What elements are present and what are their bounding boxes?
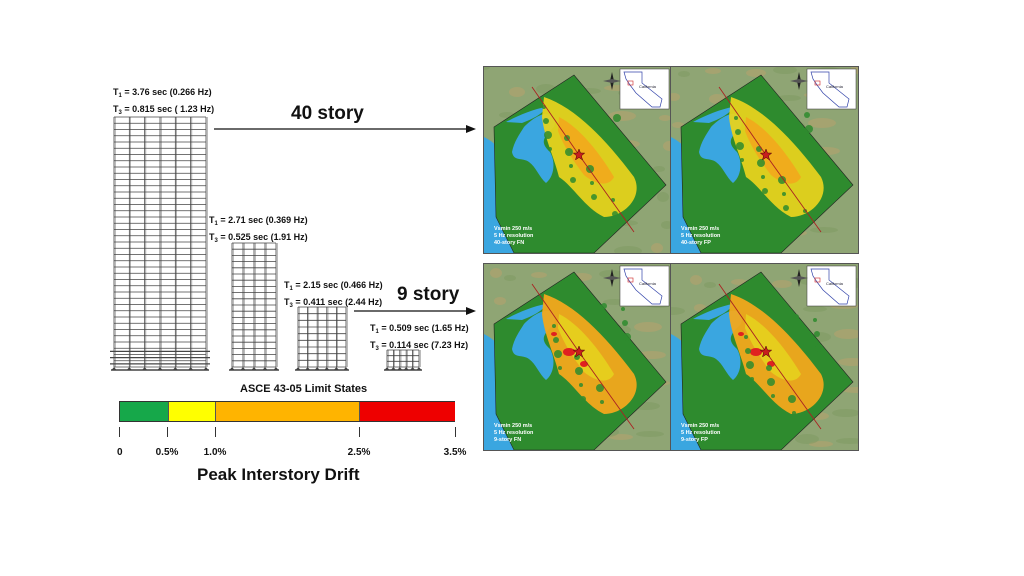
map-caption: Vsmin 250 m/s 5 Hz resolution 40-story FP bbox=[681, 226, 720, 247]
map-caption-line2: 5 Hz resolution bbox=[494, 233, 534, 239]
colorbar-segment-3 bbox=[358, 402, 455, 421]
building-20-story-periods: T1 = 2.71 sec (0.369 Hz) T3 = 0.525 sec … bbox=[209, 215, 308, 244]
map-caption: Vsmin 250 m/s 5 Hz resolution 9-story FP bbox=[681, 423, 720, 444]
map-9-story-fp: Vsmin 250 m/s 5 Hz resolution 9-story FP Ca… bbox=[670, 263, 859, 451]
tick-label: 0 bbox=[117, 447, 123, 458]
limit-state-colorbar bbox=[119, 401, 455, 422]
map-caption-line1: Vsmin 250 m/s bbox=[494, 423, 533, 429]
inset-map-label: California bbox=[639, 84, 656, 89]
tick-label: 1.0% bbox=[203, 447, 227, 458]
colorbar-segment-1 bbox=[167, 402, 217, 421]
tick-label: 3.5% bbox=[443, 447, 467, 458]
map-caption: Vsmin 250 m/s 5 Hz resolution 9-story FN bbox=[494, 423, 533, 444]
tick-mark bbox=[359, 427, 360, 437]
tick-mark bbox=[167, 427, 168, 437]
map-caption-line2: 5 Hz resolution bbox=[494, 430, 534, 436]
colorbar-tick-labels: 0 0.5% 1.0% 2.5% 3.5% bbox=[117, 447, 466, 461]
map-caption-line1: Vsmin 250 m/s bbox=[681, 226, 720, 232]
building-3-story-frame bbox=[384, 349, 422, 371]
tick-mark bbox=[119, 427, 120, 437]
map-caption-line1: Vsmin 250 m/s bbox=[681, 423, 720, 429]
tick-label: 2.5% bbox=[347, 447, 371, 458]
inset-map-label: California bbox=[639, 281, 656, 286]
colorbar-segment-2 bbox=[215, 402, 360, 421]
legend-title: ASCE 43-05 Limit States bbox=[240, 383, 368, 395]
inset-map-label: California bbox=[826, 281, 843, 286]
axis-title: Peak Interstory Drift bbox=[197, 465, 360, 484]
building-3-story-periods: T1 = 0.509 sec (1.65 Hz) T3 = 0.114 sec … bbox=[370, 323, 469, 352]
map-caption-line3: 9-story FN bbox=[494, 437, 522, 443]
tick-mark bbox=[455, 427, 456, 437]
arrow-40-story bbox=[214, 125, 476, 133]
building-40-story-periods: T1 = 3.76 sec (0.266 Hz) T3 = 0.815 sec … bbox=[113, 87, 215, 116]
map-caption: Vsmin 250 m/s 5 Hz resolution 40-story FN bbox=[494, 226, 533, 247]
building-20-story-frame bbox=[229, 242, 279, 371]
map-caption-line3: 40-story FP bbox=[681, 240, 711, 246]
label-9-story: 9 story bbox=[397, 284, 460, 305]
map-caption-line3: 9-story FP bbox=[681, 437, 708, 443]
building-9-story-periods: T1 = 2.15 sec (0.466 Hz) T3 = 0.411 sec … bbox=[284, 280, 383, 309]
building-9-story-frame bbox=[295, 306, 349, 371]
inset-map-label: California bbox=[826, 84, 843, 89]
map-40-story-fp: Vsmin 250 m/s 5 Hz resolution 40-story FP C… bbox=[670, 66, 859, 254]
arrow-9-story bbox=[354, 307, 476, 315]
tick-label: 0.5% bbox=[155, 447, 179, 458]
map-caption-line1: Vsmin 250 m/s bbox=[494, 226, 533, 232]
map-caption-line2: 5 Hz resolution bbox=[681, 233, 721, 239]
building-40-story-frame bbox=[110, 116, 210, 371]
map-40-story-fn: Vsmin 250 m/s 5 Hz resolution 40-story FN C… bbox=[483, 66, 672, 254]
colorbar-ticks bbox=[119, 427, 456, 437]
tick-mark bbox=[215, 427, 216, 437]
map-9-story-fn: Vsmin 250 m/s 5 Hz resolution 9-story FN Ca… bbox=[483, 263, 672, 451]
label-40-story: 40 story bbox=[291, 103, 364, 124]
colorbar-segment-0 bbox=[120, 402, 168, 421]
map-caption-line3: 40-story FN bbox=[494, 240, 525, 246]
map-caption-line2: 5 Hz resolution bbox=[681, 430, 721, 436]
